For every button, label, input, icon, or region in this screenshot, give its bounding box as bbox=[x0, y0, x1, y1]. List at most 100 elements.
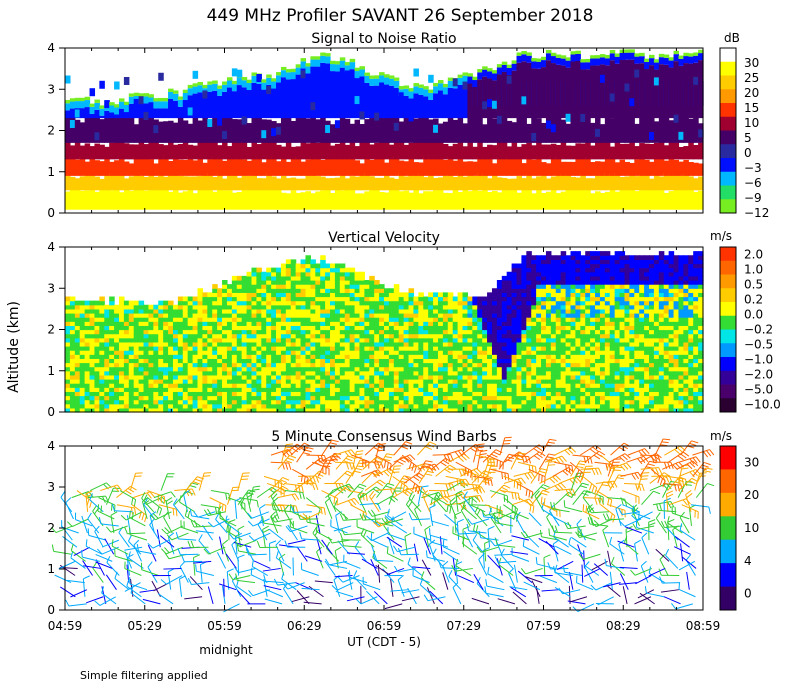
vv-cell bbox=[428, 300, 434, 306]
vv-cell bbox=[143, 346, 150, 351]
vv-cell bbox=[467, 387, 473, 392]
vv-cell bbox=[222, 304, 228, 310]
vv-cell bbox=[251, 296, 257, 302]
vv-cell bbox=[442, 333, 449, 339]
vv-cell bbox=[590, 292, 596, 298]
snr-cell bbox=[624, 188, 630, 210]
vv-cell bbox=[560, 255, 567, 260]
vv-cell bbox=[487, 333, 493, 339]
vv-cell bbox=[251, 358, 257, 364]
vv-cell bbox=[79, 337, 86, 343]
snr-cell bbox=[158, 121, 164, 143]
snr-cell bbox=[349, 58, 356, 63]
vv-cell bbox=[158, 366, 164, 372]
vv-cell bbox=[310, 379, 316, 384]
vv-cell bbox=[114, 321, 120, 326]
snr-cell bbox=[320, 176, 326, 191]
vv-cell bbox=[550, 275, 557, 281]
vv-cell bbox=[511, 329, 518, 335]
vv-cell bbox=[565, 374, 572, 380]
snr-cell bbox=[148, 114, 154, 143]
vv-cell bbox=[295, 300, 302, 306]
snr-cell bbox=[496, 64, 503, 68]
vv-cell bbox=[339, 263, 346, 269]
vv-cell bbox=[266, 379, 272, 384]
vv-cell bbox=[320, 304, 326, 310]
snr-cell bbox=[364, 158, 370, 176]
vv-cell bbox=[604, 407, 611, 413]
vv-cell bbox=[172, 399, 179, 405]
snr-cell bbox=[609, 174, 616, 191]
vv-cell bbox=[604, 308, 611, 314]
vv-cell bbox=[398, 296, 405, 302]
vv-cell bbox=[65, 354, 71, 359]
vv-cell bbox=[74, 391, 81, 397]
vv-cell bbox=[99, 354, 105, 359]
snr-cell bbox=[673, 114, 680, 143]
vv-cell bbox=[300, 321, 307, 326]
vv-cell bbox=[236, 407, 243, 413]
vv-cell bbox=[148, 379, 154, 384]
vv-cell bbox=[496, 284, 503, 289]
vv-cell bbox=[359, 403, 365, 409]
vv-cell bbox=[187, 362, 194, 368]
vv-cell bbox=[599, 403, 606, 409]
vv-cell bbox=[423, 308, 429, 314]
vv-cell bbox=[545, 292, 552, 298]
snr-cell bbox=[290, 157, 297, 176]
vv-cell bbox=[442, 370, 449, 376]
vv-cell bbox=[295, 317, 302, 322]
vv-cell bbox=[369, 304, 375, 310]
vv-cell bbox=[575, 370, 581, 376]
vv-cell bbox=[619, 391, 626, 397]
snr-cell bbox=[653, 209, 660, 213]
vv-cell bbox=[526, 337, 532, 343]
vv-cell bbox=[153, 374, 159, 380]
vv-cell bbox=[565, 362, 572, 368]
vv-cell bbox=[393, 321, 400, 326]
snr-cell bbox=[226, 190, 233, 210]
vv-cell bbox=[364, 288, 370, 293]
vv-cell bbox=[246, 399, 253, 405]
snr-cell bbox=[158, 72, 164, 81]
vv-cell bbox=[408, 395, 415, 401]
vv-cell bbox=[84, 391, 91, 397]
snr-cell bbox=[516, 209, 523, 213]
vv-cell bbox=[364, 317, 370, 322]
vv-cell bbox=[246, 308, 253, 314]
snr-cell bbox=[128, 190, 135, 210]
vv-cell bbox=[153, 383, 159, 388]
vv-cell bbox=[344, 346, 351, 351]
vv-cell bbox=[172, 387, 179, 392]
vv-cell bbox=[364, 362, 370, 368]
vv-cell bbox=[207, 292, 213, 298]
vv-cell bbox=[560, 387, 567, 392]
vv-cell bbox=[114, 304, 120, 310]
snr-cell bbox=[693, 178, 699, 191]
vv-cell bbox=[433, 313, 439, 318]
vv-cell bbox=[163, 321, 169, 326]
vv-cell bbox=[79, 325, 86, 331]
vv-cell bbox=[276, 292, 282, 298]
snr-cell bbox=[109, 113, 115, 143]
snr-cell bbox=[550, 209, 557, 213]
snr-cell bbox=[447, 87, 454, 119]
vv-cell bbox=[310, 341, 316, 347]
vv-cell bbox=[128, 407, 135, 413]
vv-cell bbox=[325, 275, 331, 281]
vv-cell bbox=[359, 284, 365, 289]
snr-cell bbox=[143, 93, 150, 97]
vv-cell bbox=[614, 391, 621, 397]
vv-cell bbox=[192, 370, 199, 376]
vv-cell bbox=[585, 296, 591, 302]
vv-cell bbox=[580, 313, 586, 318]
vv-cell bbox=[251, 383, 257, 388]
vv-cell bbox=[516, 366, 523, 372]
vv-cell bbox=[143, 308, 150, 314]
vv-cell bbox=[487, 300, 493, 306]
vv-cell bbox=[285, 288, 292, 293]
vv-cell bbox=[477, 399, 483, 405]
vv-cell bbox=[163, 358, 169, 364]
vv-cell bbox=[143, 399, 150, 405]
snr-cell bbox=[639, 209, 645, 213]
